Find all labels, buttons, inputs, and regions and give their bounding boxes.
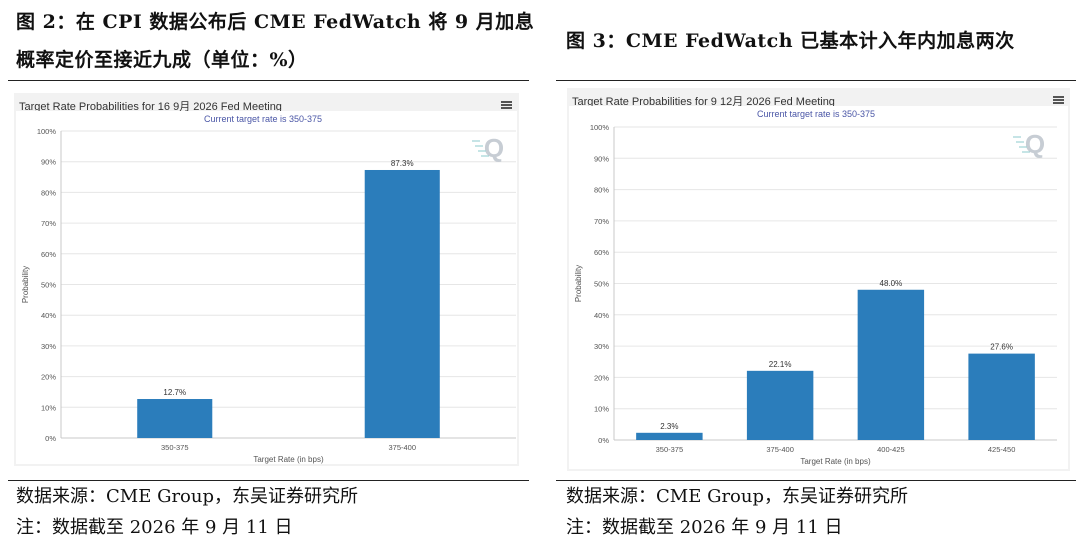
figure2-note: 注：数据截至 2026 年 9 月 11 日 — [16, 517, 293, 538]
figure3-chart-header: Target Rate Probabilities for 9 12月 2026… — [572, 96, 835, 108]
fig3-y-tick-label: 90% — [594, 154, 609, 163]
fig3-y-tick-label: 40% — [594, 311, 609, 320]
fig3-x-tick-label: 425-450 — [988, 445, 1016, 454]
fig3-bar — [746, 370, 814, 440]
fig3-x-axis-title: Target Rate (in bps) — [800, 457, 871, 466]
figure2-source: 数据来源：CME Group，东吴证券研究所 — [16, 486, 358, 507]
fig3-y-tick-label: 20% — [594, 373, 609, 382]
figure3-plot-background: Current target rate is 350-375 0% 10% 20% 3… — [569, 106, 1068, 469]
fig3-data-label: 27.6% — [990, 343, 1013, 352]
fig3-y-axis-title: Probability — [574, 265, 583, 302]
fig2-y-tick-label: 60% — [41, 250, 56, 259]
fig3-y-tick-label: 30% — [594, 342, 609, 351]
fig2-y-tick-label: 0% — [45, 434, 56, 443]
figure3-note: 注：数据截至 2026 年 9 月 11 日 — [566, 517, 843, 538]
figure2-menu-icon[interactable] — [501, 101, 512, 109]
fig3-data-label: 48.0% — [880, 279, 903, 288]
fig2-y-tick-label: 20% — [41, 373, 56, 382]
figure3-bar-chart: 0% 10% 20% 30% 40% 50% 60% 70% 80% 90% 100% 2.3% 350… — [574, 123, 1057, 466]
fig3-y-tick-label: 70% — [594, 217, 609, 226]
figure2-chart-panel: Target Rate Probabilities for 16 9月 2026… — [14, 93, 519, 466]
fig2-y-tick-label: 30% — [41, 342, 56, 351]
fig3-y-tick-label: 80% — [594, 186, 609, 195]
fig3-y-tick-label: 100% — [590, 123, 610, 132]
fig2-x-tick-label: 375-400 — [388, 443, 416, 452]
fig3-watermark-logo: Q — [1025, 129, 1045, 159]
fig3-x-tick-label: 350-375 — [656, 445, 684, 454]
fig2-y-tick-label: 40% — [41, 311, 56, 320]
figure2-bottom-rule — [8, 480, 529, 481]
fig3-y-tick-label: 0% — [598, 436, 609, 445]
fig2-x-axis-title: Target Rate (in bps) — [253, 455, 324, 464]
fig3-x-tick-label: 400-425 — [877, 445, 905, 454]
fig3-data-label: 2.3% — [660, 422, 678, 431]
figure2-title-line1: 图 2：在 CPI 数据公布后 CME FedWatch 将 9 月加息 — [16, 11, 535, 33]
fig3-y-tick-label: 50% — [594, 280, 609, 289]
figure3-menu-icon[interactable] — [1053, 96, 1064, 104]
fig3-bar — [968, 353, 1035, 440]
fig2-y-tick-label: 80% — [41, 188, 56, 197]
figure2-top-rule — [8, 80, 529, 81]
fig2-y-tick-label: 100% — [37, 127, 57, 136]
figure2-chart-subtitle: Current target rate is 350-375 — [204, 114, 323, 124]
fig3-y-tick-label: 60% — [594, 248, 609, 257]
figure2-plot-background: Current target rate is 350-375 0% 10% 20% 3… — [16, 111, 517, 464]
figure3-title: 图 3：CME FedWatch 已基本计入年内加息两次 — [566, 30, 1015, 52]
figure2-bar-chart: 0% 10% 20% 30% 40% 50% 60% 70% 80% 90% 100% 12.7% 35… — [21, 127, 516, 464]
fig2-y-tick-label: 10% — [41, 403, 56, 412]
fig2-y-tick-label: 50% — [41, 281, 56, 290]
fig2-y-tick-label: 70% — [41, 219, 56, 228]
fig3-y-tick-label: 10% — [594, 405, 609, 414]
figure2-title-line2: 概率定价至接近九成（单位：%） — [16, 49, 308, 71]
fig3-bar — [636, 432, 703, 440]
figure3-chart-panel: Target Rate Probabilities for 9 12月 2026… — [567, 88, 1070, 471]
fig2-bar — [137, 399, 213, 438]
fig2-y-tick-label: 90% — [41, 158, 56, 167]
figure3-source: 数据来源：CME Group，东吴证券研究所 — [566, 486, 908, 507]
figure2-chart-header: Target Rate Probabilities for 16 9月 2026… — [19, 101, 282, 113]
fig2-data-label: 87.3% — [391, 159, 414, 168]
fig2-y-axis-title: Probability — [21, 266, 30, 303]
fig3-x-tick-label: 375-400 — [766, 445, 794, 454]
fig3-bar — [857, 289, 925, 440]
fig2-watermark-logo: Q — [484, 133, 504, 163]
fig2-x-tick-label: 350-375 — [161, 443, 189, 452]
figure3-bottom-rule — [556, 480, 1076, 481]
fig2-bar — [364, 169, 440, 438]
figure3-top-rule — [556, 80, 1076, 81]
figure3-chart-subtitle: Current target rate is 350-375 — [757, 109, 876, 119]
fig3-data-label: 22.1% — [769, 360, 792, 369]
fig2-data-label: 12.7% — [163, 388, 186, 397]
